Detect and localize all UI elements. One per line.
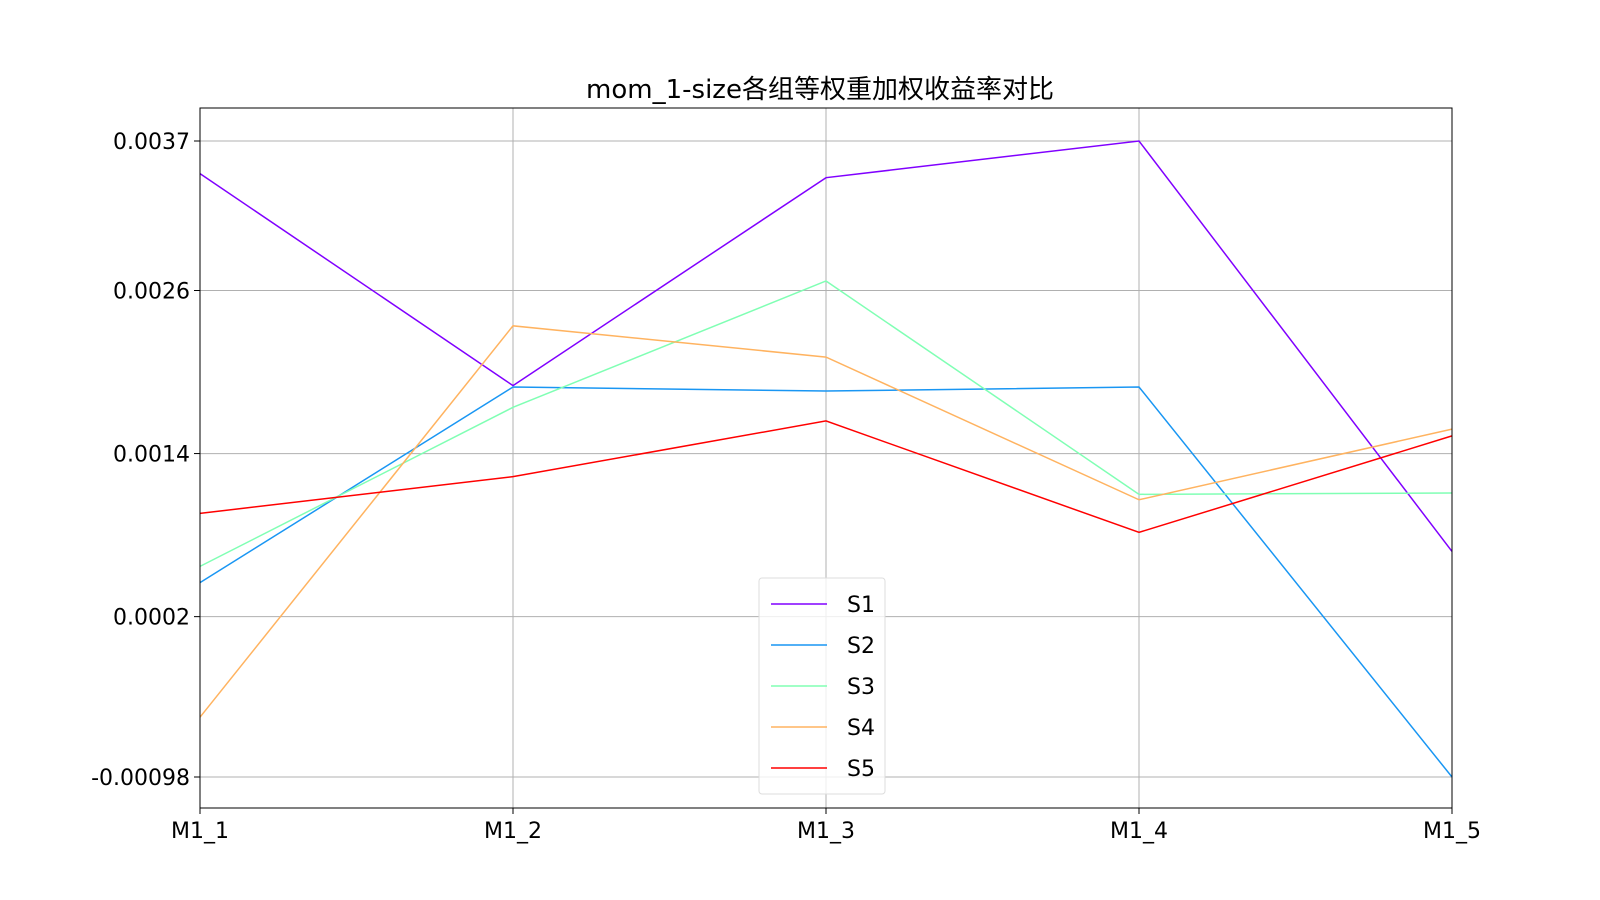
series-line-s3	[199, 280, 1453, 568]
series-lines	[199, 140, 1453, 778]
legend-label: S3	[847, 675, 875, 700]
y-tick-label: 0.0014	[113, 443, 190, 468]
legend-label: S5	[847, 757, 875, 782]
x-tick-label: M1_1	[171, 819, 229, 844]
series-line-s1	[199, 140, 1453, 552]
series-line-s4	[199, 325, 1453, 718]
legend: S1 S2 S3 S4 S5	[758, 577, 886, 795]
y-tick-label: 0.0002	[113, 606, 190, 631]
x-tick-label: M1_2	[484, 819, 542, 844]
legend-label: S2	[847, 634, 875, 659]
legend-label: S1	[847, 593, 875, 618]
y-tick-label: 0.0026	[113, 279, 190, 304]
chart-title: mom_1-size各组等权重加权收益率对比	[586, 75, 1054, 105]
x-tick-label: M1_5	[1423, 819, 1481, 844]
series-line-s5	[199, 420, 1453, 534]
y-tick-label: 0.0037	[113, 130, 190, 155]
x-tick-label: M1_3	[797, 819, 855, 844]
y-axis: 0.0037 0.0026 0.0014 0.0002 -0.00098	[91, 130, 200, 791]
x-tick-label: M1_4	[1110, 819, 1168, 844]
x-axis: M1_1 M1_2 M1_3 M1_4 M1_5	[171, 808, 1481, 844]
legend-label: S4	[847, 716, 875, 741]
y-tick-label: -0.00098	[91, 766, 190, 791]
series-line-s2	[199, 386, 1453, 778]
